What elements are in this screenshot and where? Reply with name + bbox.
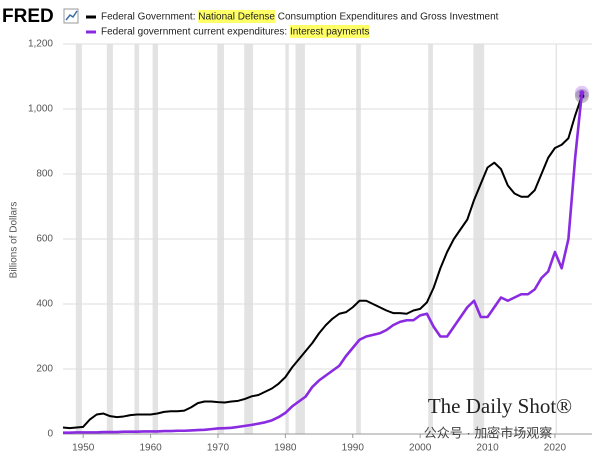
logo: FRED [2, 6, 54, 27]
logo-icon [63, 8, 79, 24]
legend-highlight [198, 10, 275, 23]
legend-highlight [290, 25, 370, 38]
x-tick-label: 1990 [342, 443, 365, 454]
y-tick-label: 1,200 [28, 39, 53, 50]
y-tick-label: 1,000 [28, 104, 53, 115]
end-point [579, 90, 585, 96]
watermark: The Daily Shot® [428, 394, 572, 418]
x-tick-label: 2000 [409, 443, 432, 454]
y-tick-label: 600 [36, 234, 53, 245]
watermark: 公众号 · 加密市场观察 [424, 425, 553, 440]
y-tick-label: 800 [36, 169, 53, 180]
series-line [62, 95, 583, 430]
x-tick-label: 2010 [476, 443, 499, 454]
x-tick-label: 1960 [139, 443, 162, 454]
y-axis-label: Billions of Dollars [9, 202, 20, 279]
x-tick-label: 1980 [274, 443, 297, 454]
y-tick-label: 0 [47, 429, 53, 440]
x-tick-label: 1970 [207, 443, 230, 454]
legend-label: Federal Government: National Defense Con… [101, 12, 499, 23]
x-tick-label: 2020 [544, 443, 567, 454]
legend-label: Federal government current expenditures:… [101, 27, 369, 38]
y-tick-label: 400 [36, 299, 53, 310]
y-tick-label: 200 [36, 364, 53, 375]
series-line [63, 92, 584, 434]
x-tick-label: 1950 [72, 443, 95, 454]
